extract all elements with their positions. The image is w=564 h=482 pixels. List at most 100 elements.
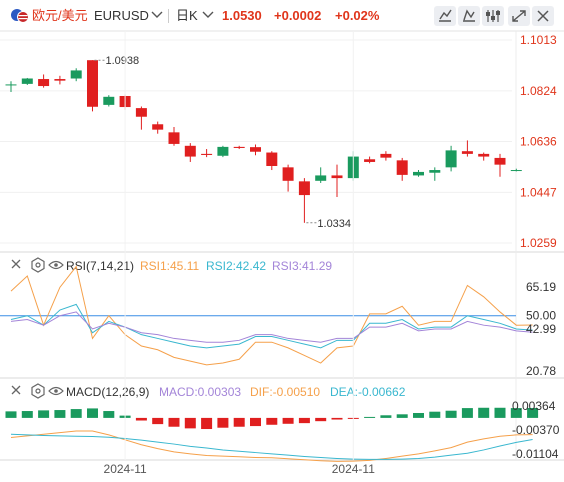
rsi-close-icon[interactable]	[11, 259, 21, 269]
symbol-code: EURUSD	[94, 8, 149, 23]
macd-bar	[527, 407, 539, 418]
macd-close-icon[interactable]	[11, 385, 21, 395]
macd-visibility-icon[interactable]	[48, 386, 64, 396]
macd-bar	[478, 407, 490, 418]
candle	[38, 74, 50, 88]
candle	[5, 81, 17, 92]
high-label: 1.0938	[106, 55, 140, 67]
period-selector[interactable]: 日K	[176, 8, 198, 23]
low-annotation: 1.0334	[306, 218, 351, 230]
draw-line-icon[interactable]	[434, 6, 456, 26]
macd-bar	[21, 411, 33, 418]
settings-sliders-icon[interactable]	[482, 6, 504, 26]
candle	[21, 77, 33, 85]
candle	[54, 75, 66, 85]
rsi-tick-label: 50.00	[526, 309, 556, 323]
macd-lines	[10, 430, 533, 462]
candle	[135, 106, 147, 130]
price-tick-label: 1.0447	[520, 185, 557, 199]
macd-bar	[70, 409, 82, 418]
rsi3-value: RSI3:41.29	[272, 259, 332, 273]
macd-bar	[54, 410, 66, 418]
price-change: +0.0002	[274, 8, 321, 23]
candle	[184, 143, 196, 162]
dif-value: DIF:-0.00510	[250, 385, 320, 399]
candle	[103, 95, 115, 107]
macd-bar	[298, 417, 310, 424]
macd-bar	[510, 408, 522, 418]
macd-bar	[135, 417, 147, 421]
header-divider	[168, 9, 169, 23]
macd-bar	[250, 417, 261, 427]
close-icon[interactable]	[532, 6, 554, 26]
macd-bar	[413, 412, 424, 418]
macd-bar	[38, 410, 50, 418]
macd-settings-icon[interactable]	[31, 383, 45, 399]
macd-bar	[364, 416, 376, 418]
candle	[168, 126, 180, 146]
macd-bar	[201, 417, 213, 430]
macd-bar	[315, 417, 327, 422]
last-price: 1.0530	[222, 8, 262, 23]
macd-bar	[445, 410, 457, 418]
candle	[494, 153, 506, 177]
macd-bar	[396, 414, 408, 418]
indicator-icon[interactable]	[458, 6, 480, 26]
symbol-dropdown-icon[interactable]	[151, 11, 163, 18]
rsi1-value: RSI1:45.11	[140, 259, 199, 273]
rsi1-line	[10, 265, 533, 366]
macd-bar	[87, 408, 98, 418]
candle	[152, 121, 164, 134]
candle	[87, 60, 98, 112]
macd-header: MACD(12,26,9) MACD:0.00303 DIF:-0.00510 …	[11, 383, 406, 399]
price-grid	[0, 39, 512, 244]
macd-bar	[331, 417, 343, 420]
rsi-visibility-icon[interactable]	[48, 260, 64, 270]
header-bar: 欧元/美元 EURUSD 日K 1.0530 +0.0002 +0.02%	[11, 6, 554, 26]
candle	[266, 151, 278, 171]
low-label: 1.0334	[317, 218, 351, 230]
rsi2-line	[10, 303, 533, 349]
high-annotation: 1.0938	[94, 55, 140, 67]
price-change-pct: +0.02%	[335, 8, 380, 23]
macd-bar	[429, 411, 441, 418]
macd-tick-label: -0.00370	[512, 423, 560, 437]
macd-bar	[103, 411, 115, 418]
x-axis: 2024-11 2024-11	[104, 31, 375, 476]
rsi-header: RSI(7,14,21) RSI1:45.11 RSI2:42.42 RSI3:…	[11, 257, 332, 273]
macd-tick-label: 0.00364	[512, 399, 556, 413]
rsi2-value: RSI2:42.42	[206, 259, 266, 273]
price-tick-label: 1.0259	[520, 236, 557, 250]
macd-bar	[152, 417, 164, 425]
price-tick-label: 1.0824	[520, 84, 557, 98]
candle	[331, 164, 343, 197]
candle	[282, 164, 294, 192]
rsi-lines	[10, 265, 533, 366]
macd-bar	[282, 417, 294, 424]
candle	[380, 151, 392, 161]
candle	[429, 167, 441, 181]
macd-histogram	[5, 407, 539, 430]
fullscreen-icon[interactable]	[508, 6, 530, 26]
candle	[478, 152, 490, 161]
candle	[510, 168, 522, 172]
macd-bar	[461, 408, 473, 418]
price-tick-label: 1.0636	[520, 135, 557, 149]
macd-bar	[5, 411, 17, 418]
candle	[217, 145, 229, 158]
rsi-settings-icon[interactable]	[31, 257, 45, 273]
macd-bar	[233, 417, 245, 427]
period-dropdown-icon[interactable]	[202, 11, 214, 18]
candle	[315, 167, 327, 183]
candle	[461, 140, 473, 157]
macd-bar	[184, 417, 196, 429]
macd-bar	[168, 417, 180, 427]
candle	[70, 68, 82, 82]
price-axis: 1.1013 1.0824 1.0636 1.0447 1.0259	[520, 33, 557, 250]
macd-axis: 0.00364 -0.00370 -0.01104	[512, 399, 560, 461]
macd-bar	[217, 417, 229, 428]
us-eu-flag-icon	[11, 9, 29, 23]
candle	[250, 144, 261, 156]
